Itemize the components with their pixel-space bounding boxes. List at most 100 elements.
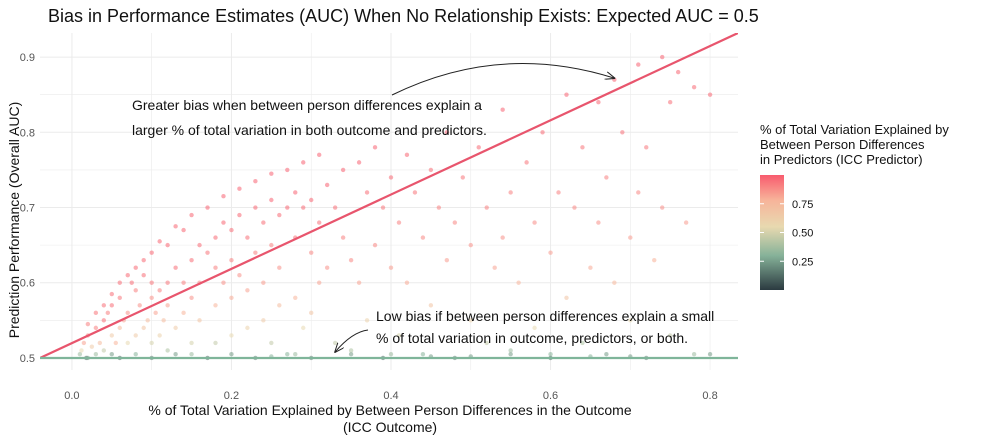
data-point	[221, 220, 226, 225]
y-tick-label: 0.8	[20, 127, 35, 139]
data-point	[269, 340, 274, 346]
data-point	[332, 340, 338, 346]
data-point	[101, 348, 107, 353]
data-point	[532, 325, 537, 331]
legend-title-line2: Between Person Differences	[760, 137, 925, 152]
data-point	[564, 295, 569, 300]
data-point	[261, 280, 266, 285]
data-point	[109, 303, 114, 308]
data-point	[153, 310, 158, 316]
color-legend: % of Total Variation Explained by Betwee…	[760, 122, 949, 290]
data-point	[644, 145, 649, 150]
data-point	[229, 352, 234, 357]
data-point	[380, 205, 386, 210]
data-point	[173, 224, 178, 229]
data-point	[149, 280, 154, 285]
x-tick-label: 0.2	[224, 390, 239, 402]
x-axis-title-line2: (ICC Outcome)	[343, 419, 437, 435]
data-point	[165, 242, 170, 248]
chart-title: Bias in Performance Estimates (AUC) When…	[48, 6, 759, 26]
data-point	[596, 220, 601, 225]
data-point	[189, 352, 194, 357]
data-point	[356, 160, 362, 165]
data-point	[117, 325, 122, 331]
annotation-text: Low bias if between person differences e…	[376, 308, 714, 324]
data-point	[372, 145, 378, 150]
legend-title-line3: in Predictors (ICC Predictor)	[760, 152, 923, 167]
data-point	[476, 145, 481, 150]
data-point	[165, 348, 170, 353]
data-point	[229, 295, 234, 300]
data-point	[332, 205, 338, 210]
data-point	[253, 250, 258, 255]
data-point	[221, 280, 226, 285]
axis-ticks: 0.0 0.2 0.4 0.6 0.8 0.5 0.6 0.7 0.8 0.9	[20, 52, 718, 402]
data-point	[261, 318, 266, 323]
data-point	[189, 257, 194, 263]
annotation-arrow	[335, 329, 369, 352]
annotation-text: Greater bias when between person differe…	[132, 97, 482, 113]
y-axis-title: Prediction Performance (Overall AUC)	[6, 102, 22, 339]
data-point	[667, 100, 673, 105]
data-point	[79, 348, 84, 353]
data-point	[707, 352, 713, 357]
data-point	[221, 194, 226, 199]
data-point	[372, 242, 378, 248]
data-point	[125, 340, 130, 346]
reference-line	[40, 33, 738, 359]
data-point	[145, 318, 150, 323]
data-point	[269, 242, 274, 248]
data-point	[109, 291, 114, 297]
data-point	[181, 227, 186, 233]
data-point	[420, 352, 426, 357]
data-point	[141, 325, 146, 331]
data-point	[436, 205, 442, 210]
data-point	[596, 100, 601, 105]
data-point	[660, 205, 665, 210]
data-point	[516, 280, 521, 285]
data-point	[109, 352, 114, 357]
data-point	[580, 145, 585, 150]
x-tick-label: 0.6	[543, 390, 558, 402]
data-point	[309, 197, 314, 203]
data-point	[604, 352, 609, 357]
data-point	[691, 84, 697, 90]
data-point	[285, 167, 290, 173]
data-point	[133, 265, 138, 270]
data-point	[317, 152, 322, 158]
data-point	[324, 265, 330, 270]
data-point	[388, 175, 394, 180]
data-point	[396, 220, 402, 225]
data-point	[364, 190, 370, 195]
annotations: Greater bias when between person differe…	[132, 63, 714, 351]
data-point	[229, 257, 234, 263]
data-point	[213, 235, 218, 240]
data-point	[340, 167, 346, 173]
data-point	[293, 190, 298, 195]
data-point	[468, 242, 473, 248]
data-point	[285, 205, 290, 210]
data-point	[636, 62, 641, 67]
data-point	[324, 182, 330, 188]
data-point	[133, 333, 138, 338]
data-point	[404, 152, 410, 158]
data-point	[452, 220, 458, 225]
x-axis-title-line1: % of Total Variation Explained by Betwee…	[148, 402, 631, 418]
data-point	[293, 295, 298, 300]
data-point	[468, 318, 473, 323]
data-point	[269, 171, 274, 176]
data-point	[165, 303, 170, 308]
data-point	[85, 321, 91, 327]
data-point	[149, 340, 154, 346]
data-point	[133, 352, 138, 357]
data-point	[348, 352, 354, 357]
data-point	[500, 235, 505, 240]
data-point	[245, 235, 250, 240]
data-point	[165, 280, 170, 285]
data-point	[508, 190, 513, 195]
data-point	[125, 310, 130, 316]
data-point	[141, 257, 146, 263]
data-point	[173, 265, 178, 270]
reference-lines	[40, 33, 738, 360]
